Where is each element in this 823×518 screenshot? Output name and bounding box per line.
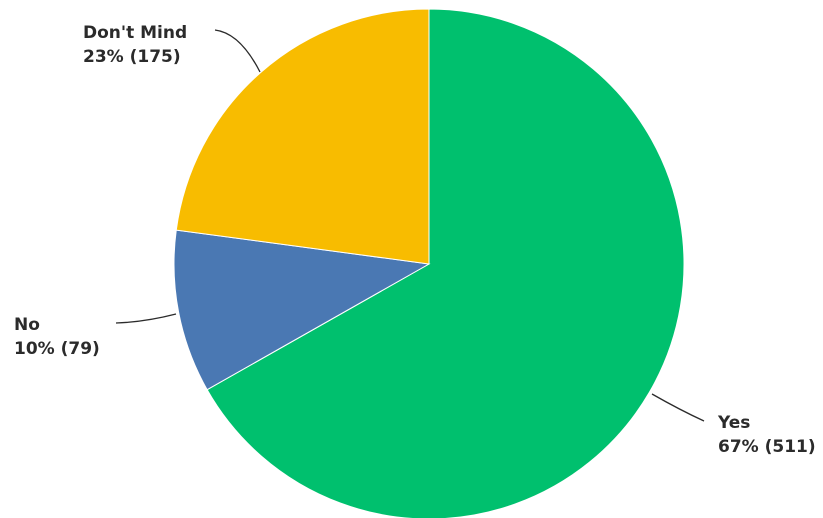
slice-value-label-no: 10% (79) [14, 339, 100, 359]
slice-no [173, 229, 431, 391]
slice-value-label-yes: 67% (511) [718, 437, 816, 457]
leader-lines [115, 29, 705, 422]
slice-label-yes: Yes [717, 413, 750, 433]
leader-line-no [115, 313, 177, 324]
leader-line-don-t-mind [214, 29, 261, 73]
slice-don-t-mind [175, 8, 430, 265]
slice-label-no: No [14, 315, 40, 335]
leader-line-yes [651, 393, 705, 422]
slice-label-don-t-mind: Don't Mind [83, 23, 187, 43]
pie-slices [173, 8, 685, 518]
slice-yes [206, 8, 685, 518]
slice-labels: Yes 67% (511) No 10% (79) Don't Mind 23% (175… [14, 23, 816, 457]
slice-value-label-don-t-mind: 23% (175) [83, 47, 181, 67]
